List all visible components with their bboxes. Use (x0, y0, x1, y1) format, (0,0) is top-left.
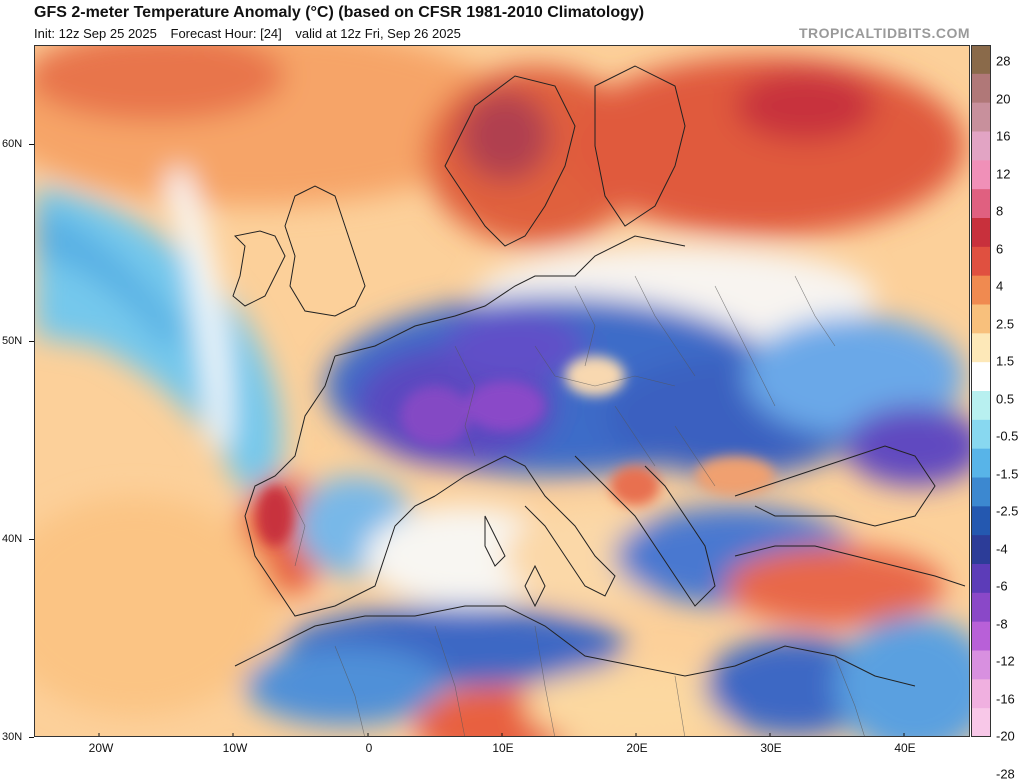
colorbar-swatch (971, 448, 991, 478)
coastlines (232, 65, 966, 687)
colorbar-label: 12 (996, 166, 1011, 181)
colorbar-label: 1.5 (996, 353, 1015, 369)
forecast-hour: Forecast Hour: [24] (170, 26, 282, 41)
colorbar-swatch (971, 621, 991, 651)
latitude-tick (29, 341, 34, 342)
colorbar-swatch (971, 275, 991, 305)
graticule-ticks (98, 733, 905, 736)
colorbar-swatch (971, 419, 991, 450)
longitude-label: 20W (88, 741, 114, 755)
longitude-label: 30E (760, 741, 782, 755)
colorbar-label: -2.5 (996, 503, 1019, 519)
colorbar-swatch (971, 45, 991, 75)
colorbar-swatch (971, 73, 991, 104)
colorbar-swatch (971, 535, 991, 565)
colorbar-label: 6 (996, 241, 1004, 256)
colorbar-label: 4 (996, 278, 1004, 294)
anomaly-field (35, 46, 969, 736)
colorbar-swatch (971, 477, 991, 507)
colorbar-label: 0.5 (996, 391, 1015, 406)
longitude-label: 40E (894, 741, 916, 755)
latitude-label: 30N (2, 731, 23, 743)
colorbar-swatch (971, 304, 991, 334)
anomaly-detail (257, 356, 775, 546)
colorbar-swatch (971, 333, 991, 363)
anomaly-shading (35, 46, 969, 736)
colorbar-label: 28 (996, 53, 1011, 69)
longitude-label: 10E (492, 741, 514, 755)
colorbar-swatch (971, 160, 991, 190)
colorbar-label: 16 (996, 128, 1011, 144)
anomaly-map[interactable] (34, 45, 970, 737)
colorbar-label: -6 (996, 578, 1008, 594)
brand-watermark: TROPICALTIDBITS.COM (798, 25, 970, 41)
colorbar-swatch (971, 218, 991, 248)
colorbar-swatch (971, 679, 991, 709)
colorbar-swatch (971, 564, 991, 594)
longitude-label: 0 (365, 741, 373, 755)
colorbar-swatch (971, 391, 991, 421)
colorbar-swatch (971, 246, 991, 277)
colorbar-swatch (971, 131, 991, 161)
longitude-label: 10W (222, 741, 248, 755)
latitude-tick (29, 539, 34, 540)
colorbar-swatch (971, 592, 991, 623)
colorbar-swatch (971, 362, 991, 392)
colorbar (971, 45, 991, 737)
colorbar-label: -16 (996, 691, 1015, 706)
colorbar-label: -0.5 (996, 428, 1019, 444)
colorbar-swatch (971, 102, 991, 132)
colorbar-label: -28 (996, 766, 1015, 781)
colorbar-swatch (971, 708, 991, 737)
colorbar-swatch (971, 650, 991, 680)
colorbar-swatch (971, 506, 991, 536)
colorbar-label: 8 (996, 203, 1004, 219)
colorbar-label: -20 (996, 728, 1015, 744)
valid-time: valid at 12z Fri, Sep 26 2025 (295, 26, 461, 41)
colorbar-label: -1.5 (996, 466, 1019, 481)
latitude-tick (29, 144, 34, 145)
init-time: Init: 12z Sep 25 2025 (34, 26, 157, 41)
latitude-label: 50N (2, 335, 23, 347)
map-subtitle: Init: 12z Sep 25 2025 Forecast Hour: [24… (34, 26, 471, 41)
colorbar-label: -4 (996, 541, 1008, 556)
map-title: GFS 2-meter Temperature Anomaly (°C) (ba… (34, 4, 645, 21)
country-borders (284, 275, 865, 736)
latitude-label: 60N (2, 138, 23, 150)
colorbar-swatch (971, 189, 991, 219)
colorbar-label: -12 (996, 653, 1015, 669)
latitude-tick (29, 737, 34, 738)
longitude-label: 20E (626, 741, 648, 755)
colorbar-label: -8 (996, 616, 1008, 631)
colorbar-label: 2.5 (996, 316, 1015, 331)
latitude-label: 40N (2, 533, 23, 545)
colorbar-label: 20 (996, 91, 1011, 106)
